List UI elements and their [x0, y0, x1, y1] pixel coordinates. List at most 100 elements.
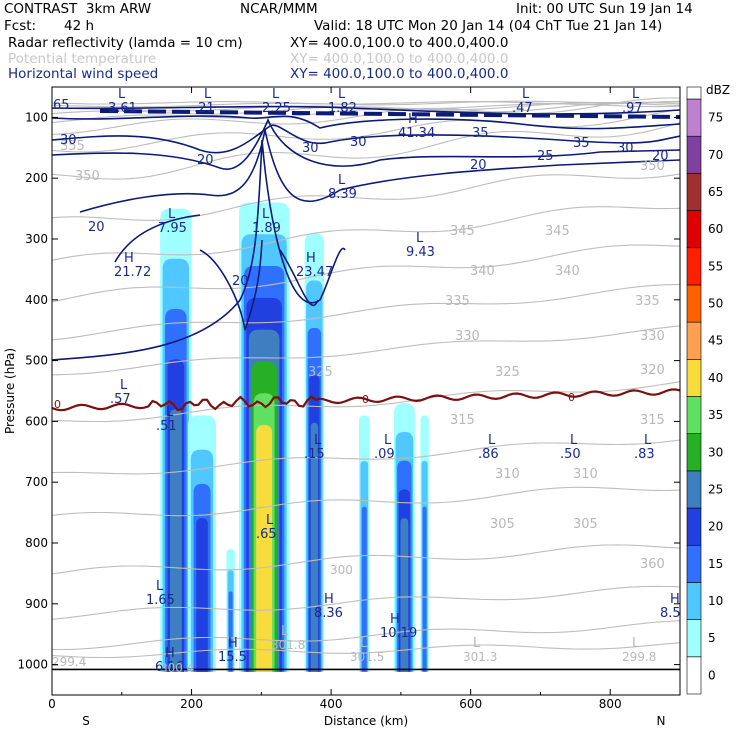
y-tick-label: 1000 [17, 658, 48, 672]
wind-extremum-value: 41.34 [398, 126, 435, 141]
theta-extremum-marker: L [360, 636, 368, 651]
theta-extremum-marker: L [473, 636, 481, 651]
x-tick-label: 0 [48, 697, 56, 711]
wind-extremum-value: 15.5 [218, 650, 247, 665]
wind-extremum-marker: L [416, 231, 424, 246]
wind-extremum-marker: H [670, 592, 680, 607]
wind-extremum-marker: L [262, 207, 270, 222]
wind-extremum-value: 9.43 [406, 245, 435, 260]
colorbar-unit: dBZ [706, 83, 730, 97]
wind-extremum-marker: L [632, 87, 640, 102]
theta-contour-label: 310 [573, 467, 598, 482]
wind-contour-label: 30 [302, 141, 319, 156]
wind-contour-label: 35 [573, 136, 590, 151]
wind-extremum-marker: L [338, 87, 346, 102]
x-axis-label: Distance (km) [324, 714, 408, 728]
wind-extremum-marker: H [165, 646, 175, 661]
field-name-reflectivity: Radar reflectivity (lamda = 10 cm) [8, 35, 243, 51]
theta-contour-layer [52, 97, 680, 659]
colorbar-level-label: 60 [708, 222, 723, 236]
wind-extremum-value: .15 [304, 447, 325, 462]
theta-contour-label: 335 [445, 294, 470, 309]
colorbar-level-label: 35 [708, 408, 723, 422]
wind-contour-label: 30 [60, 133, 77, 148]
theta-extremum-marker: L [281, 624, 289, 639]
theta-contour-label: 345 [545, 224, 570, 239]
theta-contour-label: 330 [640, 329, 665, 344]
theta-contour [52, 244, 680, 303]
wind-extremum-marker: H [306, 251, 316, 266]
wind-extremum-value: 1.82 [328, 101, 357, 116]
y-axis-label: Pressure (hPa) [3, 348, 17, 434]
colorbar-level-label: 40 [708, 371, 723, 385]
theta-contour [52, 544, 680, 575]
y-tick-label: 400 [25, 293, 48, 307]
reflectivity-column-6-level-5 [400, 518, 409, 672]
theta-contour-label: 315 [640, 413, 665, 428]
theta-contour [52, 585, 680, 620]
colorbar-swatch [686, 656, 702, 695]
wind-extremum-value: .86 [478, 447, 499, 462]
wind-extremum-marker: L [314, 433, 322, 448]
wind-extremum-marker: L [156, 579, 164, 594]
wind-extremum-marker: L [204, 87, 212, 102]
theta-extremum-value: 300 [330, 563, 353, 577]
colorbar-level-label: 55 [708, 259, 723, 273]
wind-contour [52, 117, 680, 170]
wind-extremum-marker: H [408, 112, 418, 127]
plot-frame [51, 86, 681, 696]
field-xy-wind: XY= 400.0,100.0 to 400.0,400.0 [290, 66, 509, 82]
field-name-theta: Potential temperature [8, 51, 157, 67]
wind-extremum-value: 8.39 [328, 187, 357, 202]
wind-extremum-marker: L [168, 207, 176, 222]
wind-extremum-value: .51 [156, 419, 177, 434]
theta-contour [52, 122, 680, 180]
theta-contour-label: 340 [470, 264, 495, 279]
wind-extremum-value: 8.36 [314, 606, 343, 621]
wind-extremum-value: 7.95 [158, 221, 187, 236]
theta-contour [52, 101, 680, 105]
wind-contour [52, 105, 680, 115]
wind-extremum-marker: H [390, 612, 400, 627]
init-time: Init: 00 UTC Sun 19 Jan 14 [516, 1, 693, 17]
colorbar-swatch [686, 619, 702, 658]
center-label: NCAR/MMM [240, 1, 318, 17]
y-tick-label: 200 [25, 171, 48, 185]
wind-contour-label: 20 [88, 220, 105, 235]
y-tick-label: 300 [25, 232, 48, 246]
colorbar-swatch [686, 396, 702, 434]
theta-contour [52, 439, 680, 475]
wind-extremum-value: 10.19 [380, 626, 417, 641]
colorbar-swatch [686, 544, 702, 583]
wind-contour [199, 239, 319, 331]
colorbar-level-label: 45 [708, 334, 723, 348]
theta-contour-label: 305 [490, 517, 515, 532]
reflectivity-fill-layer [160, 202, 429, 672]
theta-contour-label: 335 [635, 294, 660, 309]
wind-extremum-marker: L [644, 433, 652, 448]
reflectivity-column-1-level-4 [196, 518, 208, 672]
x-axis-left-end-label: S [82, 714, 90, 728]
wind-contour-label: 20 [470, 158, 487, 173]
wind-extremum-marker: H [324, 592, 334, 607]
theta-extremum-marker: L [632, 636, 640, 651]
wind-extremum-value: .50 [560, 447, 581, 462]
freezing-level-label: 0 [362, 393, 369, 406]
theta-extremum-value: 301.8 [271, 638, 305, 652]
wind-extremum-value: 3.61 [108, 101, 137, 116]
wind-extremum-marker: L [166, 405, 174, 420]
wind-extremum-marker: L [338, 173, 346, 188]
theta-contour [52, 173, 680, 221]
wind-contour-label: 20 [197, 153, 214, 168]
colorbar-swatch [686, 470, 702, 509]
wind-contour-layer [52, 105, 680, 671]
theta-contour [52, 206, 680, 261]
wind-extremum-marker: H [228, 636, 238, 651]
forecast-hour: 42 h [64, 18, 95, 34]
wind-contour [52, 115, 680, 130]
colorbar-swatch [686, 582, 702, 620]
field-xy-theta: XY= 400.0,100.0 to 400.0,400.0 [290, 51, 509, 67]
theta-contour-label: 305 [573, 517, 598, 532]
